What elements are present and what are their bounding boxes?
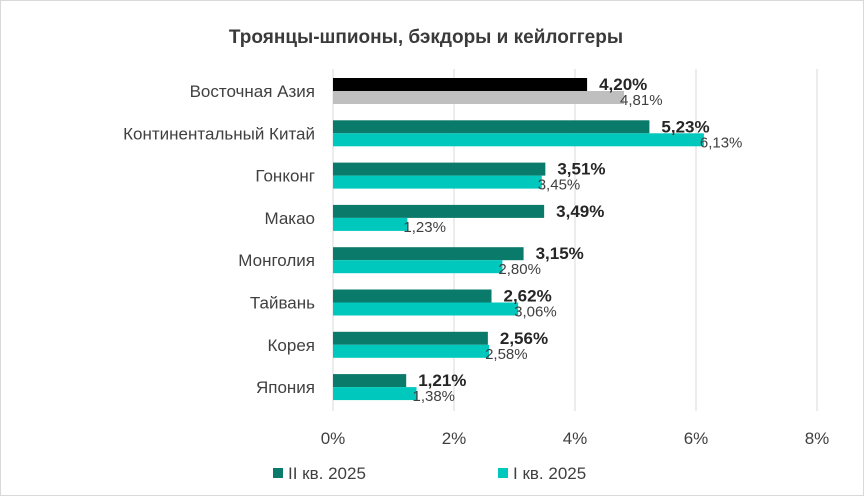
data-label-q2-2025: 5,23%	[661, 117, 709, 136]
x-tick-label: 0%	[321, 429, 346, 448]
legend-label-q2-2025: II кв. 2025	[288, 464, 366, 483]
x-tick-label: 8%	[805, 429, 830, 448]
bar-q2-2025	[333, 289, 492, 303]
bar-q1-2025	[333, 91, 625, 104]
bar-q2-2025	[333, 331, 488, 345]
category-label: Гонконг	[255, 167, 315, 186]
data-label-q1-2025: 4,81%	[620, 92, 663, 109]
x-axis-tick-labels: 0% 2% 4% 6% 8%	[321, 429, 830, 448]
data-label-q2-2025: 3,49%	[556, 202, 604, 221]
category-label: Континентальный Китай	[123, 124, 315, 143]
x-tick-label: 2%	[442, 429, 467, 448]
category-label: Монголия	[238, 251, 315, 270]
data-label-q1-2025: 3,45%	[538, 177, 581, 194]
bar-q1-2025	[333, 217, 408, 231]
data-label-q1-2025: 2,80%	[498, 261, 541, 278]
bar-q1-2025	[333, 302, 519, 316]
x-tick-label: 4%	[563, 429, 588, 448]
data-label-q2-2025: 2,62%	[504, 287, 552, 306]
category-label: Япония	[256, 378, 315, 397]
category-label: Тайвань	[250, 294, 315, 313]
data-label-q2-2025: 1,21%	[418, 371, 466, 390]
data-label-q2-2025: 4,20%	[599, 75, 647, 94]
bar-q1-2025	[333, 387, 417, 401]
data-labels: 4,20%4,81% 5,23%6,13% 3,51%3,45% 3,49% 1,23%…	[403, 75, 742, 405]
legend-swatch-q2-2025	[273, 468, 283, 478]
data-label-q1-2025: 2,58%	[485, 346, 528, 363]
bar-q1-2025	[333, 260, 503, 274]
category-label: Корея	[268, 336, 315, 355]
bar-q2-2025	[333, 204, 545, 218]
legend: II кв. 2025 I кв. 2025	[273, 464, 586, 483]
bar-q1-2025	[333, 133, 704, 147]
legend-label-q1-2025: I кв. 2025	[513, 464, 586, 483]
bar-q1-2025	[333, 344, 490, 358]
bar-q2-2025	[333, 374, 407, 388]
legend-swatch-q1-2025	[498, 468, 508, 478]
bar-q2-2025	[333, 247, 524, 261]
data-label-q1-2025: 1,23%	[403, 219, 446, 236]
data-label-q1-2025: 1,38%	[412, 388, 455, 405]
category-labels: Восточная Азия Континентальный Китай Гонко…	[123, 82, 315, 397]
category-label: Восточная Азия	[190, 82, 315, 101]
x-tick-label: 6%	[684, 429, 709, 448]
data-label-q1-2025: 6,13%	[700, 134, 743, 151]
bars	[333, 78, 704, 401]
bar-q1-2025	[333, 175, 542, 189]
bar-q2-2025	[333, 78, 588, 91]
chart-title: Троянцы-шпионы, бэкдоры и кейлоггеры	[229, 27, 623, 48]
data-label-q1-2025: 3,06%	[514, 304, 557, 321]
data-label-q2-2025: 3,15%	[536, 244, 584, 263]
bar-q2-2025	[333, 162, 546, 176]
data-label-q2-2025: 2,56%	[500, 329, 548, 348]
data-label-q2-2025: 3,51%	[557, 160, 605, 179]
bar-q2-2025	[333, 120, 650, 134]
category-label: Макао	[264, 209, 315, 228]
